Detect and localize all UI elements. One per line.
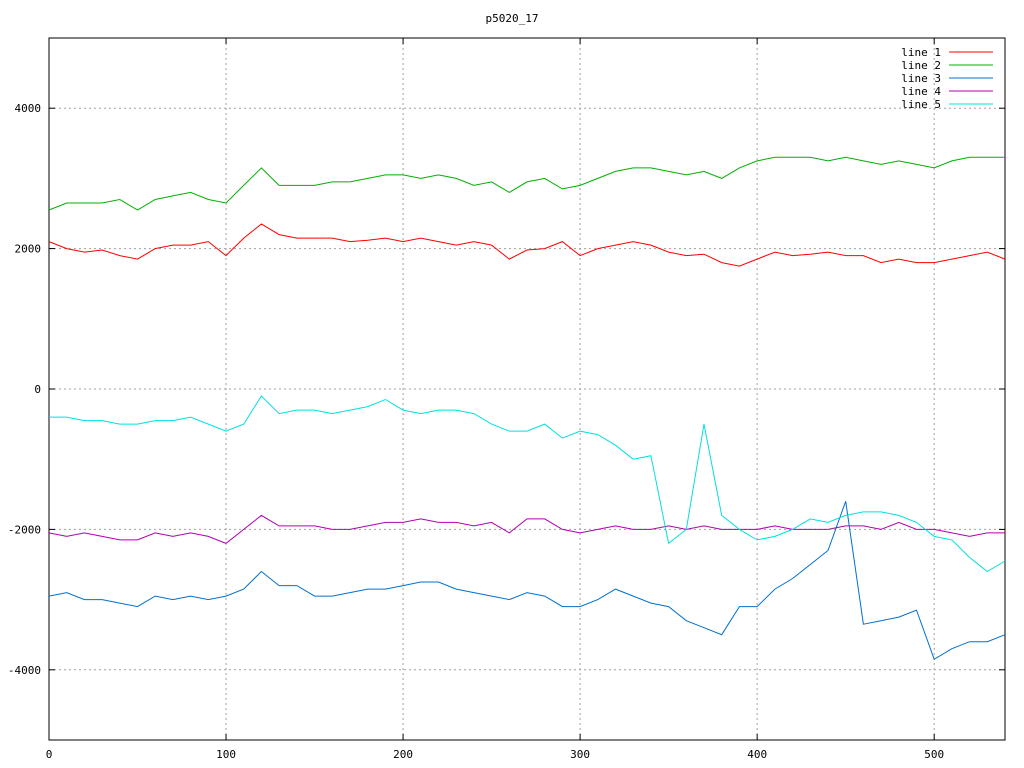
series-line-4 xyxy=(48,514,1005,544)
x-tick-label: 200 xyxy=(393,748,413,761)
legend-label: line 1 xyxy=(901,46,941,59)
chart-title: p5020_17 xyxy=(486,12,539,25)
legend-label: line 5 xyxy=(901,98,941,111)
y-tick-label: -2000 xyxy=(8,523,41,536)
series-lines xyxy=(48,156,1006,661)
legend-label: line 2 xyxy=(901,59,941,72)
grid xyxy=(49,38,1005,740)
series-line-5 xyxy=(49,395,1006,573)
x-tick-label: 300 xyxy=(570,748,590,761)
y-tick-label: 4000 xyxy=(15,102,42,115)
y-tick-label: 0 xyxy=(34,383,41,396)
x-tick-label: 0 xyxy=(46,748,53,761)
series-line-3 xyxy=(48,501,1006,661)
series-line-2 xyxy=(48,156,1005,211)
x-tick-label: 400 xyxy=(747,748,767,761)
series-line-1 xyxy=(48,223,1006,267)
legend-label: line 3 xyxy=(901,72,941,85)
y-tick-label: 2000 xyxy=(15,243,42,256)
axes: 0 100 200 300 400 500 -4000 -2000 0 2000 4000 xyxy=(8,37,1006,761)
plot-frame xyxy=(48,37,1006,741)
y-tick-label: -4000 xyxy=(8,664,41,677)
legend-label: line 4 xyxy=(901,85,941,98)
x-tick-label: 500 xyxy=(924,748,944,761)
x-tick-label: 100 xyxy=(216,748,236,761)
